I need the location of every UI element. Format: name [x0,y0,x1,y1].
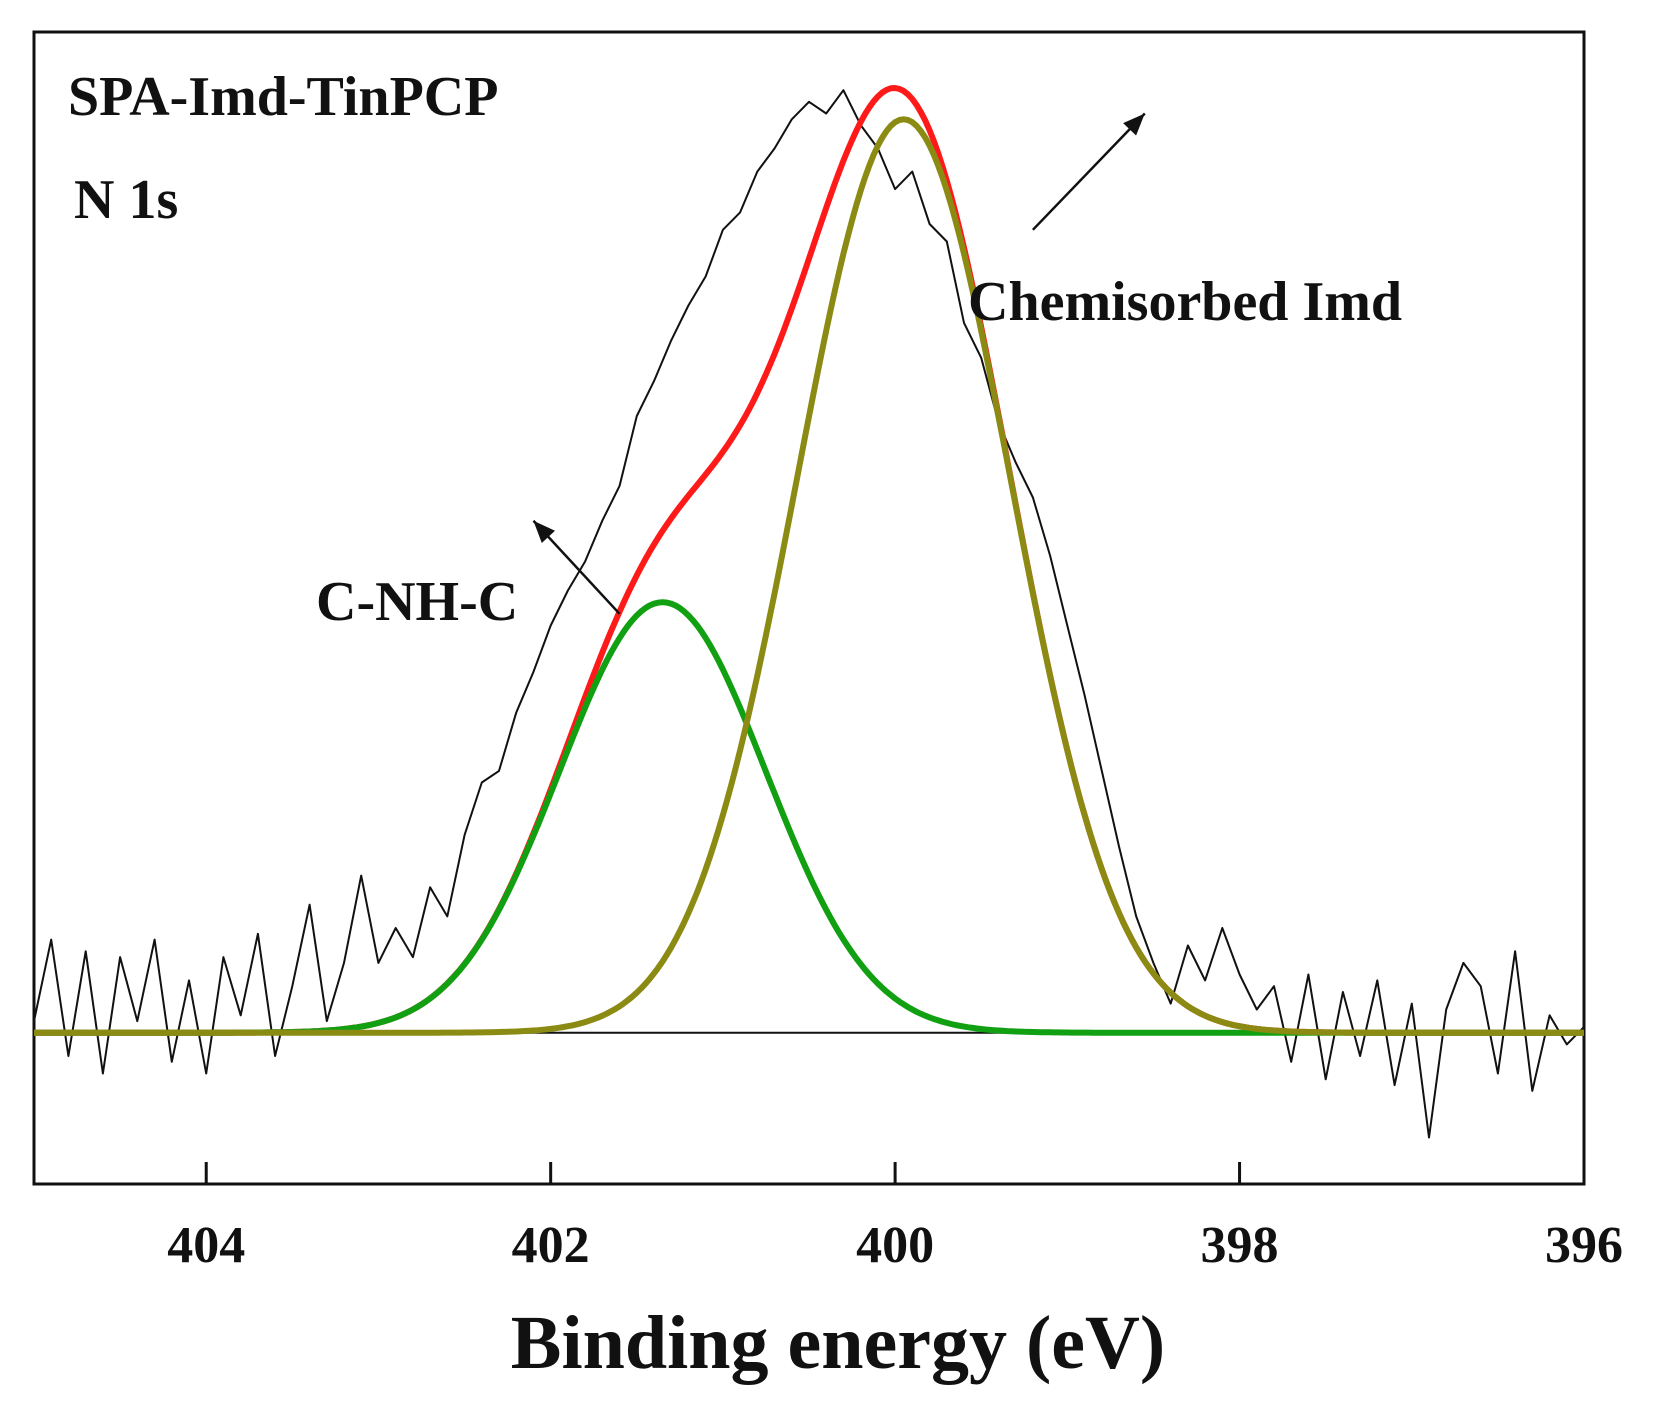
x-axis-title: Binding energy (eV) [511,1301,1165,1385]
chart-subtitle: N 1s [74,169,178,231]
annotation-label-c-nh-c: C-NH-C [316,571,518,633]
x-tick-label: 404 [167,1217,245,1274]
annotation-arrow-imd-head [1123,113,1145,136]
annotation-arrow-c-nh-c-head [533,520,555,543]
chart-title: SPA-Imd-TinPCP [68,66,498,128]
annotation-arrows [532,112,1146,615]
x-tick-label: 400 [856,1217,934,1274]
plot-area-frame [32,30,1586,1186]
c-nh-c-peak-line [34,599,1584,1036]
raw-spectrum-line [33,89,1585,1139]
x-tick-label: 398 [1201,1217,1279,1274]
series-layer [33,85,1585,1139]
annotation-label-imd: Chemisorbed Imd [968,271,1402,333]
x-axis: 404 402 400 398 396 [167,1162,1623,1274]
annotation-arrow-imd-line [1031,112,1146,231]
x-tick-label: 402 [512,1217,590,1274]
chemisorbed-imd-peak-line [34,116,1584,1036]
fit-envelope-line [34,85,1584,1036]
x-tick-label: 396 [1545,1217,1623,1274]
